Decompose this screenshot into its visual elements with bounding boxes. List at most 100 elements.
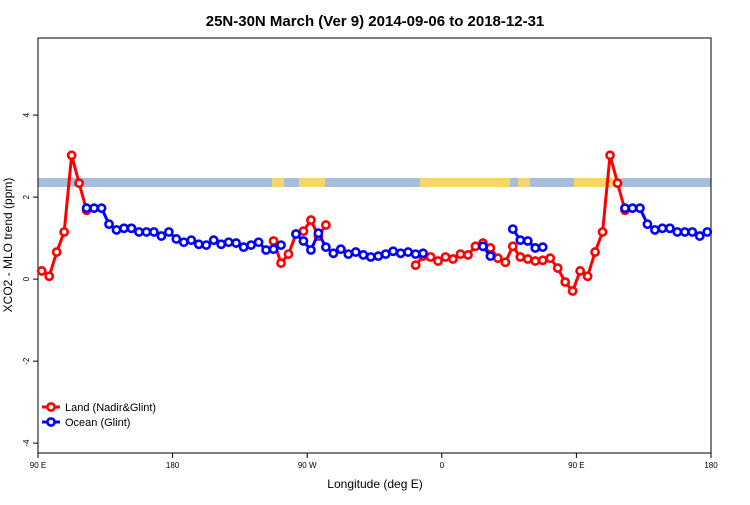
data-point [149,227,159,237]
data-point [530,243,541,253]
data-point [455,249,466,260]
data-point [590,247,600,257]
data-point [418,248,429,259]
data-point [96,203,107,214]
land-strip [518,178,530,187]
legend-marker [46,402,56,412]
data-point [507,224,518,234]
data-point [253,237,264,248]
data-point [350,247,361,257]
data-point [306,215,316,225]
data-point [74,178,85,189]
data-point [134,227,144,237]
data-point [515,235,526,246]
data-point [403,247,414,257]
data-point [141,227,152,237]
data-point [223,237,234,248]
data-point [306,245,316,255]
legend-marker [46,417,56,427]
data-point [276,240,286,250]
data-point [126,223,137,234]
data-point [298,226,309,237]
land-strip [420,178,510,187]
data-point [679,227,690,237]
x-tick-label: 180 [166,461,180,470]
data-point [702,227,713,237]
data-point [59,227,70,237]
data-point [44,271,55,282]
data-point [433,256,443,266]
data-point [537,242,548,253]
data-point [500,257,511,268]
y-tick-label: 2 [22,194,31,199]
data-point [156,231,167,241]
data-point [238,242,249,253]
y-tick-label: 0 [22,276,31,281]
data-point [276,258,286,269]
land-ocean-strip [38,178,711,187]
data-point [343,249,354,260]
data-point [672,227,683,237]
data-point [440,252,451,262]
data-point [657,223,668,234]
data-point [298,236,309,246]
data-point [216,239,227,250]
data-point [201,240,212,250]
data-point [268,236,279,246]
data-point [650,225,660,235]
data-point [111,225,122,235]
x-tick-label: 90 E [568,461,584,470]
data-point [246,240,257,250]
legend-label: Land (Nadir&Glint) [65,402,156,414]
data-point [463,250,473,260]
y-tick-label: -4 [22,439,31,447]
land-strip [299,178,325,187]
data-point [358,250,369,260]
data-point [335,244,346,255]
data-point [89,203,99,214]
y-tick-label: -2 [22,357,31,365]
data-point [320,220,331,230]
x-tick-label: 0 [440,461,445,470]
data-point [507,241,518,252]
data-point [425,252,436,262]
ocean-strip [38,178,711,187]
data-point [119,223,129,234]
plot-frame [37,37,712,454]
x-axis-label: Longitude (deg E) [327,477,422,491]
data-point [373,251,384,262]
data-point [492,253,503,264]
data-point [560,277,571,287]
data-point [515,252,526,262]
data-point [612,178,623,189]
data-point [36,266,47,276]
data-point [320,242,331,253]
data-point [163,227,174,237]
data-point [448,254,458,264]
data-point [567,286,578,296]
data-point [104,219,114,230]
data-point [410,249,421,260]
data-point [291,229,301,239]
chart-title: 25N-30N March (Ver 9) 2014-09-06 to 2018… [206,13,545,30]
data-point [605,150,615,161]
x-tick-label: 180 [704,461,718,470]
data-point [388,246,399,257]
y-tick-label: 4 [22,112,31,117]
data-point [81,203,92,214]
data-point [575,266,586,276]
data-point [530,256,541,266]
land-strip [574,178,622,187]
data-point [537,255,548,266]
data-point [395,248,406,259]
data-point [522,254,533,264]
data-point [313,228,324,239]
series-line [40,154,89,279]
series-line [414,154,627,294]
y-axis-label: XCO2 - MLO trend (ppm) [1,178,15,313]
data-point [261,245,271,255]
data-point [694,231,705,241]
data-point [664,223,675,234]
data-point [380,249,391,260]
